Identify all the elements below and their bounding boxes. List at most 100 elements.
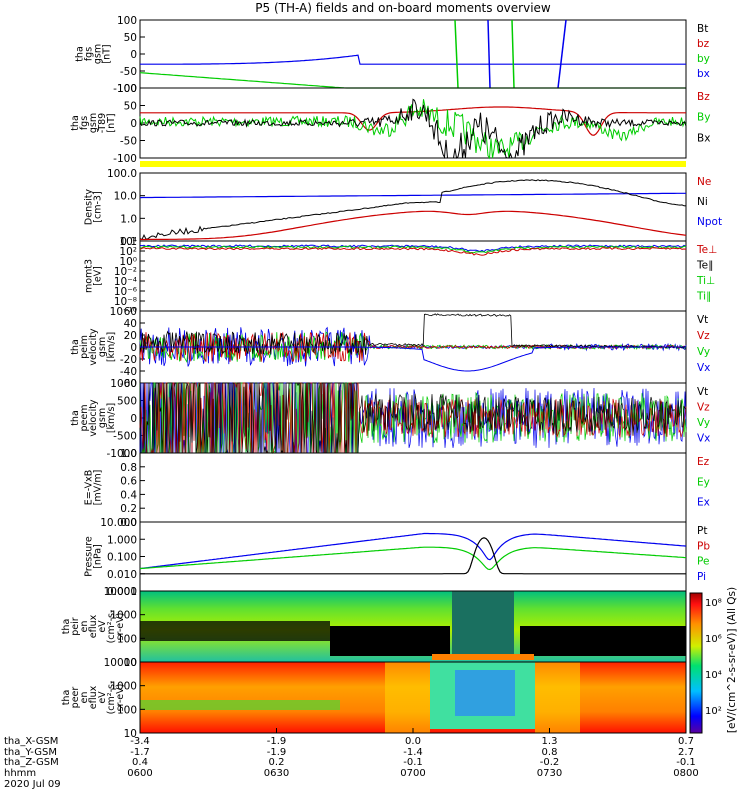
legend-entry: bx <box>697 68 710 80</box>
legend-entry: Vt <box>697 314 708 326</box>
y-axis-label: [cm-3] <box>93 191 104 222</box>
y-axis-label: peer <box>70 687 81 709</box>
y-tick-label: 0.0 <box>120 517 137 529</box>
legend-entry: Vx <box>697 362 710 374</box>
series-bx <box>140 54 686 65</box>
series-by <box>139 72 686 89</box>
electron-spectrogram-edge <box>535 662 580 733</box>
y-tick-label: 10⁻⁴ <box>114 276 137 288</box>
y-tick-label: 1000 <box>110 681 137 693</box>
series-by <box>139 99 687 160</box>
legend-entry: Vz <box>697 330 710 342</box>
y-axis-label: [nPa] <box>93 544 104 569</box>
panel-frame <box>139 521 687 592</box>
x-tick-label: -0.1 <box>403 757 423 768</box>
y-axis-label: peim <box>79 335 90 359</box>
y-axis-label: gsm <box>97 337 108 357</box>
y-tick-label: 10² <box>119 246 137 258</box>
x-tick-label: 0.7 <box>678 736 694 747</box>
y-tick-label: 1000 <box>110 378 137 390</box>
y-tick-label: 10000 <box>104 586 137 598</box>
y-tick-label: 0 <box>130 118 137 130</box>
legend-entry: Vy <box>697 346 710 358</box>
y-axis-label: eflux <box>88 685 99 709</box>
series-ti <box>139 244 687 253</box>
x-tick-label: 0.2 <box>269 757 285 768</box>
x-tick-label: 0630 <box>264 768 289 779</box>
panel-ion-eflux: 10000 1000 100 10 thapeirenefluxeV(cm²-s-sr-… <box>61 586 687 669</box>
legend-entry: Bx <box>697 132 710 144</box>
y-axis-label: [eV] <box>93 266 104 286</box>
y-tick-label: -50 <box>120 66 137 78</box>
y-tick-label: 0.6 <box>120 476 137 488</box>
figure-title: P5 (TH-A) fields and on-board moments ov… <box>255 1 551 15</box>
y-tick-label: 0 <box>130 413 137 425</box>
series-npot <box>139 192 686 199</box>
colorbar-gradient <box>689 592 703 734</box>
y-axis-label: en <box>79 692 90 704</box>
series-bx <box>487 19 491 89</box>
y-tick-label: -50 <box>120 136 137 148</box>
electron-spectrogram-edge <box>385 662 430 733</box>
series-te <box>139 247 687 256</box>
x-row-label: 2020 Jul 09 <box>4 779 61 790</box>
x-tick-label: -0.1 <box>676 757 696 768</box>
legend-entry: Pi <box>697 571 706 583</box>
electron-spectrogram-core <box>455 670 515 716</box>
y-tick-label: 10.0 <box>114 191 137 203</box>
x-tick-label: -1.9 <box>267 747 287 758</box>
colorbar-group: 10⁸ 10⁶ 10⁴ 10² [eV/(cm^2-s-sr-eV)] (All Qs) <box>689 587 738 734</box>
legend-entry: Ez <box>697 456 710 468</box>
y-tick-label: 100 <box>117 633 137 645</box>
y-tick-label: 20 <box>124 330 137 342</box>
legend-entry: Ey <box>697 476 710 488</box>
series-pi <box>139 532 687 570</box>
y-axis-label: fgs <box>84 47 95 61</box>
panel-electron-eflux: 10000 1000 100 10 thapeerenefluxeV(cm²-s-sr-… <box>61 657 687 740</box>
legend-entry: Bz <box>697 91 710 103</box>
x-tick-label: 0730 <box>537 768 562 779</box>
y-axis-label: sr-eV) <box>115 613 126 641</box>
legend-entry: Vy <box>697 417 710 429</box>
y-tick-label: 0.1 <box>120 236 137 248</box>
x-row-label: hhmm <box>4 768 36 779</box>
panel-density: 100.0 10.0 1.0 0.1 Density[cm-3] Ne Ni Npot <box>84 168 723 248</box>
y-tick-label: -500 <box>113 431 137 443</box>
x-row-label: tha_X-GSM <box>4 736 58 747</box>
x-tick-label: 0800 <box>673 768 698 779</box>
y-axis-label: (cm²-s- <box>106 610 117 644</box>
y-tick-label: 0.100 <box>107 552 137 564</box>
y-axis-label: gsm <box>93 44 104 64</box>
y-tick-label: -20 <box>120 354 137 366</box>
ion-spectrogram-dark-band <box>520 626 686 656</box>
y-tick-label: 10 <box>124 657 137 669</box>
legend-entry: Ex <box>697 497 710 509</box>
x-tick-label: 0600 <box>127 768 152 779</box>
y-tick-label: 1000 <box>110 610 137 622</box>
y-axis-label: [km/s] <box>106 332 117 362</box>
y-tick-label: 10.000 <box>100 517 137 529</box>
y-tick-label: 1.0 <box>120 213 137 225</box>
series-pt <box>140 537 686 575</box>
legend-entry: Ni <box>697 196 708 208</box>
series-ti-par <box>139 245 687 254</box>
y-axis-label: (cm²-s- <box>106 681 117 715</box>
yellow-status-bar <box>140 161 686 167</box>
x-tick-label: -1.9 <box>267 736 287 747</box>
y-tick-label: 100.0 <box>107 168 137 180</box>
y-tick-label: 100 <box>117 704 137 716</box>
series-vt <box>139 313 687 355</box>
legend-entry: Te⊥ <box>696 244 717 256</box>
y-axis-label: tha <box>70 115 81 131</box>
y-tick-label: 60 <box>124 306 137 318</box>
panel-frame <box>139 87 687 159</box>
y-tick-label: -100 <box>113 153 137 165</box>
x-tick-label: 0.4 <box>132 757 148 768</box>
colorbar-tick-label: 10⁴ <box>705 670 722 681</box>
series-vx <box>140 346 686 372</box>
x-tick-label: 2.7 <box>678 747 694 758</box>
y-tick-label: 10⁰ <box>119 256 137 268</box>
y-tick-label: 10⁻⁶ <box>114 286 137 298</box>
ion-spectrogram-floor <box>432 654 534 660</box>
